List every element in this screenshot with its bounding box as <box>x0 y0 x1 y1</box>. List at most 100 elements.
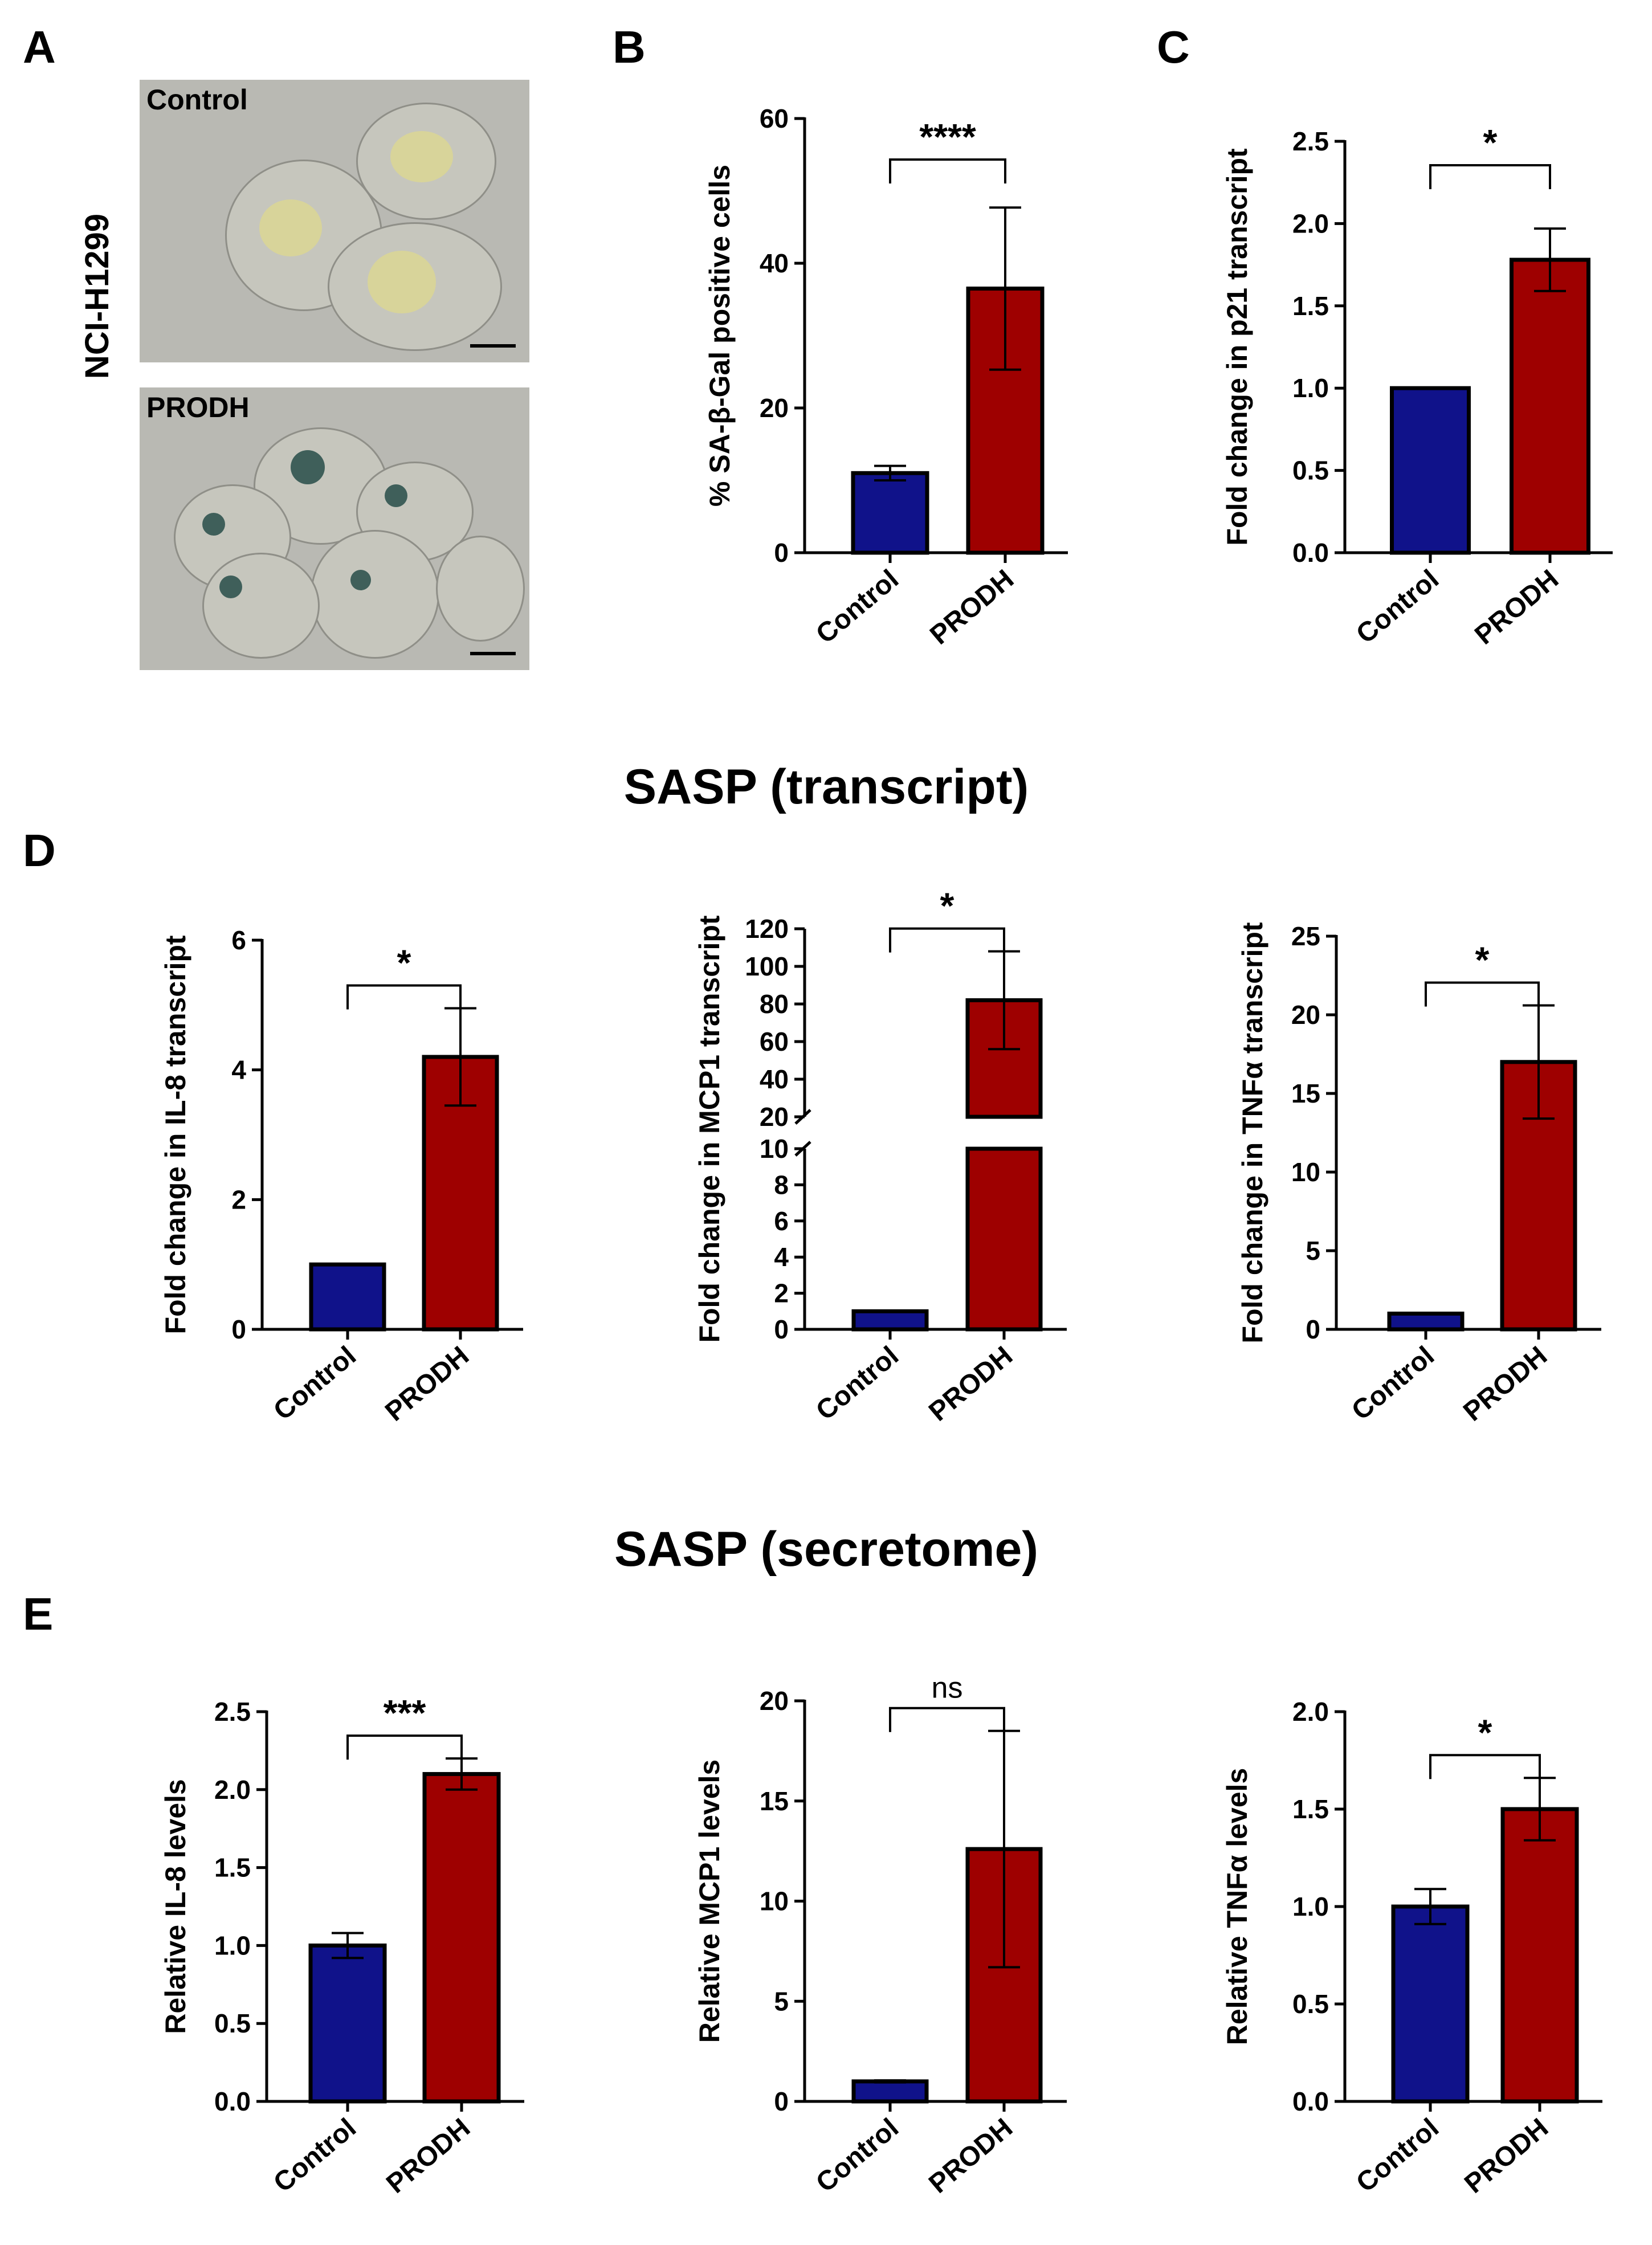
y-tick-label: 0 <box>231 1315 246 1344</box>
y-tick-label: 100 <box>745 952 789 981</box>
y-tick-label: 20 <box>1291 1000 1320 1030</box>
significance-label: ns <box>932 1672 963 1705</box>
y-tick-label: 40 <box>760 248 789 278</box>
y-tick-label: 80 <box>760 989 789 1019</box>
x-tick-label: PRODH <box>923 1341 1018 1427</box>
x-tick-label: Control <box>1351 2113 1445 2198</box>
bar <box>965 1146 1043 1332</box>
y-tick-label: 10 <box>760 1134 789 1164</box>
x-tick-label: PRODH <box>380 1341 475 1427</box>
significance-label: *** <box>384 1692 426 1733</box>
chart-e1: 0.0 0.5 1.0 1.5 2.0 2.5 Relative IL-8 levels Co… <box>160 1692 524 2199</box>
significance-label: * <box>397 942 411 983</box>
cell-line-label: NCI-H1299 <box>79 214 116 379</box>
y-tick-label: 2.0 <box>214 1775 251 1805</box>
significance-bracket <box>1425 981 1540 1007</box>
y-tick-label: 2.0 <box>1292 209 1329 238</box>
bar <box>1387 1311 1465 1332</box>
y-tick-label: 0.0 <box>1292 2087 1329 2116</box>
y-tick-label: 1.0 <box>1292 373 1329 403</box>
significance-bracket <box>889 1707 1005 1732</box>
chart-e3: 0.0 0.5 1.0 1.5 2.0 Relative TNFα levels Contr… <box>1221 1697 1602 2199</box>
y-axis-label: Fold change in MCP1 transcript <box>694 915 725 1342</box>
y-tick-label: 1.5 <box>1292 291 1329 321</box>
bar <box>851 1309 929 1332</box>
y-tick-label: 2.5 <box>1292 126 1329 156</box>
y-tick-label: 0 <box>774 2087 789 2116</box>
chart-b: 0 20 40 60 % SA-β-Gal positive cells Control P… <box>704 104 1068 651</box>
micrograph-control: Control <box>140 80 529 362</box>
y-tick-label: 20 <box>760 393 789 423</box>
significance-label: **** <box>919 116 976 157</box>
x-tick-label: Control <box>810 2113 904 2198</box>
y-tick-label: 0 <box>1306 1315 1320 1344</box>
y-tick-label: 6 <box>774 1206 789 1236</box>
y-tick-label: 0 <box>774 1315 789 1344</box>
panel-letter-b: B <box>613 22 646 72</box>
y-tick-label: 15 <box>1291 1079 1320 1108</box>
significance-bracket <box>1429 164 1551 189</box>
micrograph-prodh-label: PRODH <box>146 391 250 423</box>
bar <box>308 1943 387 2104</box>
y-tick-label: 5 <box>774 1986 789 2016</box>
section-title-transcript: SASP (transcript) <box>624 760 1029 814</box>
bar <box>1391 1904 1470 2104</box>
y-tick-label: 5 <box>1306 1236 1320 1266</box>
x-tick-label: PRODH <box>1469 564 1564 651</box>
y-tick-label: 1.0 <box>1292 1892 1329 1921</box>
panel-letter-d: D <box>23 825 56 876</box>
x-tick-label: PRODH <box>381 2113 476 2199</box>
y-tick-label: 1.5 <box>214 1853 251 1883</box>
chart-c: 0.0 0.5 1.0 1.5 2.0 2.5 Fold change in p21 tra… <box>1221 122 1613 651</box>
y-axis-label: Fold change in p21 transcript <box>1221 148 1253 546</box>
y-tick-label: 15 <box>760 1786 789 1816</box>
x-tick-label: PRODH <box>1458 1341 1553 1427</box>
y-axis-label: Relative MCP1 levels <box>694 1760 725 2043</box>
y-tick-label: 0.5 <box>1292 1989 1329 2019</box>
bar <box>851 2079 929 2104</box>
y-tick-label: 60 <box>760 1027 789 1056</box>
panel-letter-e: E <box>23 1589 53 1639</box>
significance-label: * <box>940 885 955 926</box>
chart-d3: 0 5 10 15 20 25 Fold change in TNFα transcript… <box>1237 921 1601 1427</box>
y-axis-label: Relative IL-8 levels <box>160 1779 191 2034</box>
y-tick-label: 40 <box>760 1064 789 1094</box>
y-tick-label: 0 <box>774 538 789 568</box>
y-tick-label: 2 <box>774 1279 789 1308</box>
y-tick-label: 8 <box>774 1170 789 1199</box>
y-tick-label: 120 <box>745 914 789 944</box>
significance-bracket <box>346 1734 463 1760</box>
y-axis-label: Fold change in IL-8 transcript <box>160 935 191 1334</box>
y-tick-label: 10 <box>760 1887 789 1916</box>
bar <box>965 998 1043 1119</box>
panel-letter-a: A <box>23 22 56 72</box>
x-tick-label: PRODH <box>923 2113 1018 2199</box>
panel-letter-c: C <box>1157 22 1190 72</box>
micrograph-control-label: Control <box>146 84 248 116</box>
y-tick-label: 1.5 <box>1292 1794 1329 1824</box>
y-tick-label: 2.5 <box>214 1697 251 1726</box>
significance-bracket <box>889 927 1005 953</box>
significance-label: * <box>1478 1712 1492 1753</box>
y-tick-label: 0.5 <box>1292 456 1329 485</box>
chart-d1: 0 2 4 6 Fold change in IL-8 transcript Contro… <box>160 925 523 1427</box>
y-axis-label: Relative TNFα levels <box>1221 1768 1253 2046</box>
y-tick-label: 1.0 <box>214 1930 251 1960</box>
x-tick-label: Control <box>810 1341 904 1426</box>
x-tick-label: Control <box>268 2113 362 2198</box>
bar <box>1500 1807 1579 2104</box>
significance-bracket <box>889 158 1006 183</box>
scale-bar <box>470 344 516 348</box>
significance-bracket <box>346 984 462 1010</box>
chart-e2: 0 5 10 15 20 Relative MCP1 levels Control PRODH… <box>694 1672 1067 2199</box>
x-tick-label: PRODH <box>1459 2113 1554 2199</box>
bar <box>422 1771 501 2104</box>
y-tick-label: 4 <box>231 1055 246 1085</box>
y-tick-label: 20 <box>760 1686 789 1716</box>
y-tick-label: 2 <box>231 1185 246 1214</box>
y-tick-label: 10 <box>1291 1157 1320 1187</box>
micrograph-prodh: PRODH <box>140 387 529 670</box>
scale-bar <box>470 652 516 655</box>
